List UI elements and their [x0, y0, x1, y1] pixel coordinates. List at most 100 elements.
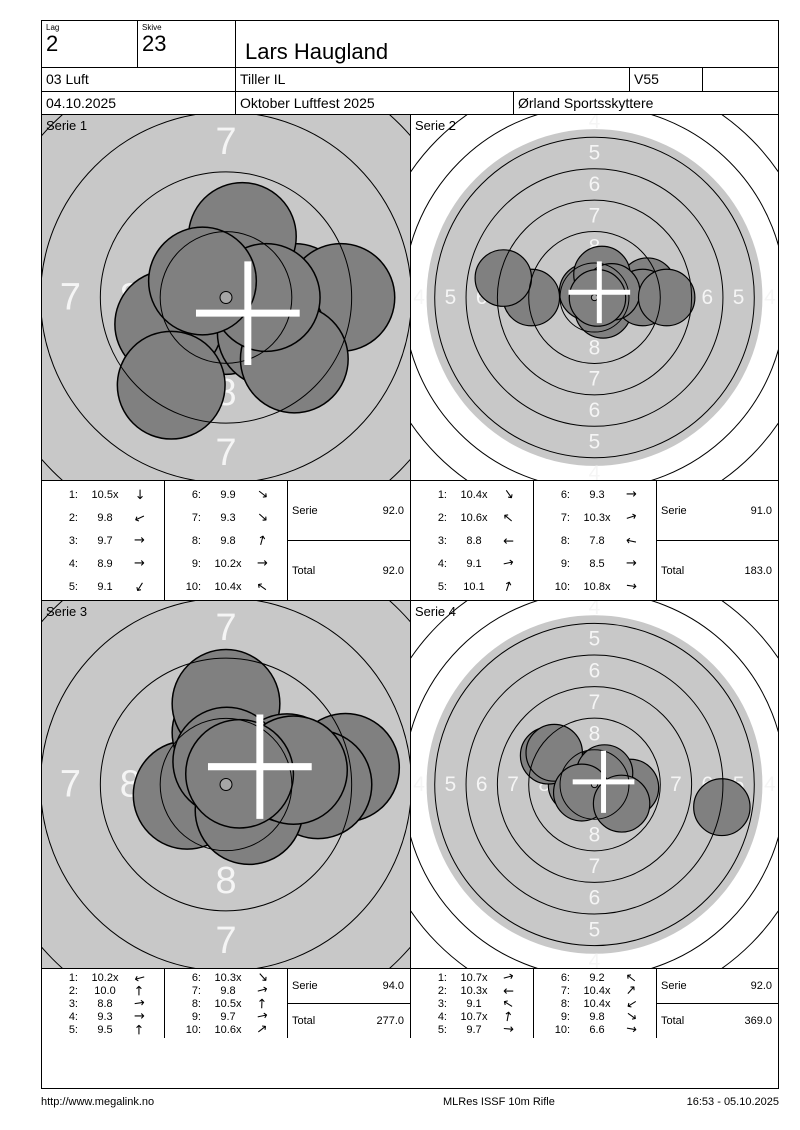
ring-label: 8 [589, 823, 601, 846]
shot-value: 9.3 [97, 1010, 113, 1023]
shot-row: 10: 10.4x → [165, 575, 287, 598]
shot-direction: → [501, 1022, 533, 1038]
shot-direction: → [500, 994, 533, 1013]
shot-row: 4: 9.3 → [42, 1010, 164, 1023]
header-row-1: Lag 2 Skive 23 Lars Haugland [42, 21, 778, 68]
ring-label: 7 [589, 855, 601, 878]
target-cell-serie-4: 88887777666655554444Serie 4 [411, 601, 778, 969]
shot-direction-arrow: → [253, 533, 272, 548]
shot-value: 10.7x [460, 1010, 488, 1023]
shot-column-2: 6: 10.3x → 7: 9.8 → 8: 10.5x → 9: 9.7 → 10: 10.6x → [165, 969, 288, 1038]
score-table-serie-4: 1: 10.7x → 2: 10.3x → 3: 9.1 → 4: 10.7x → 5: 9.7 → 6: 9.… [411, 969, 778, 1038]
ring-label: 8 [589, 722, 601, 745]
sum-column: Serie 92.0 Total 92.0 [288, 481, 410, 600]
shot-direction: → [500, 579, 533, 594]
shot-value: 10.5x [91, 488, 119, 501]
shot-number: 1: [437, 971, 447, 984]
ring-label: 4 [413, 773, 425, 796]
shot-direction-arrow: → [134, 1009, 145, 1024]
date: 04.10.2025 [42, 92, 236, 114]
shot-hole [184, 718, 295, 829]
shot-direction-arrow: → [624, 1021, 639, 1038]
shot-direction: → [132, 1023, 164, 1036]
shot-number: 6: [560, 488, 570, 501]
shot-value: 10.4x [583, 997, 611, 1010]
ring-circle [434, 136, 755, 459]
shot-direction: → [132, 488, 164, 501]
shot-number: 7: [191, 984, 201, 997]
shot-direction-arrow: → [625, 578, 638, 595]
shot-value: 9.7 [97, 534, 113, 547]
shot-value: 8.9 [97, 557, 113, 570]
total-sum-label: Total [661, 564, 685, 577]
shot-number: 6: [191, 971, 201, 984]
shot-hole [474, 249, 533, 307]
shot-column-2: 6: 9.2 → 7: 10.4x → 8: 10.4x → 9: 9.8 → 10: 6.6 → [534, 969, 657, 1038]
shot-direction-arrow: → [501, 555, 516, 572]
shot-value: 9.7 [466, 1023, 482, 1036]
target-cell-serie-1: 88887777Serie 1 [42, 115, 411, 481]
shot-column-2: 6: 9.3 → 7: 10.3x → 8: 7.8 → 9: 8.5 → 10: 10.8x → [534, 481, 657, 600]
ring-circle [528, 717, 661, 852]
shot-direction-arrow: → [253, 577, 272, 596]
ring-label: 7 [215, 607, 236, 649]
ring-circle [496, 199, 693, 396]
target-cell-serie-3: 88887777Serie 3 [42, 601, 411, 969]
shot-number: 1: [68, 971, 78, 984]
shot-row: 3: 9.1 → [411, 994, 533, 1013]
serie-sum-value: 92.0 [750, 980, 772, 992]
serie-sum-value: 91.0 [750, 504, 772, 517]
serie-sum-cell: Serie 94.0 [288, 969, 410, 1004]
ring-label: 7 [60, 763, 81, 805]
total-sum-cell: Total 277.0 [288, 1004, 410, 1038]
serie-label: Serie 2 [415, 118, 456, 133]
shot-row: 10: 10.6x → [165, 1020, 287, 1038]
shot-value: 10.4x [583, 984, 611, 997]
shot-value: 8.8 [466, 534, 482, 547]
lag-value: 2 [46, 31, 59, 56]
shot-row: 4: 10.7x → [411, 1010, 533, 1023]
shot-value: 10.6x [460, 511, 488, 524]
ring-circle [159, 717, 293, 852]
shot-direction-arrow: → [624, 532, 639, 549]
shot-hole [147, 226, 258, 336]
serie-sum-cell: Serie 91.0 [657, 481, 778, 541]
ring-label: 6 [589, 887, 601, 910]
ring-label: 4 [589, 462, 601, 480]
skive-cell: Skive 23 [138, 21, 236, 67]
shot-direction: → [501, 533, 533, 548]
shot-direction-arrow: → [134, 556, 145, 571]
ring-label: 6 [589, 659, 601, 682]
shot-direction: → [624, 488, 656, 501]
shot-number: 4: [68, 557, 78, 570]
ring-circle [465, 168, 724, 427]
header-row-2: 03 Luft Tiller IL V55 [42, 68, 778, 92]
shot-hole [637, 268, 696, 327]
serie-label: Serie 1 [46, 118, 87, 133]
ring-circle [559, 749, 630, 820]
shot-value: 10.1 [463, 580, 485, 593]
ring-circle [434, 622, 755, 947]
total-sum-cell: Total 183.0 [657, 541, 778, 600]
shot-row: 8: 7.8 → [534, 529, 656, 552]
target-plot-serie-4: 88887777666655554444Serie 4 [411, 601, 778, 968]
ring-circle [465, 654, 724, 915]
shot-number: 5: [68, 580, 78, 593]
shot-value: 7.8 [589, 534, 605, 547]
shot-direction: → [253, 508, 287, 526]
shot-value: 10.3x [583, 511, 611, 524]
ring-label: 8 [539, 773, 551, 796]
shot-value: 9.3 [220, 511, 236, 524]
shot-number: 9: [191, 557, 201, 570]
shot-direction: → [132, 1010, 164, 1023]
ring-label: 8 [215, 860, 236, 902]
total-sum-label: Total [661, 1015, 685, 1027]
shot-hole [693, 778, 751, 837]
total-sum-label: Total [292, 564, 316, 577]
shot-direction-arrow: → [626, 487, 637, 502]
total-sum-value: 92.0 [382, 564, 404, 577]
shot-value: 8.5 [589, 557, 605, 570]
ring-label: 7 [60, 277, 81, 319]
shot-number: 2: [437, 511, 447, 524]
shot-row: 6: 9.2 → [534, 969, 656, 987]
